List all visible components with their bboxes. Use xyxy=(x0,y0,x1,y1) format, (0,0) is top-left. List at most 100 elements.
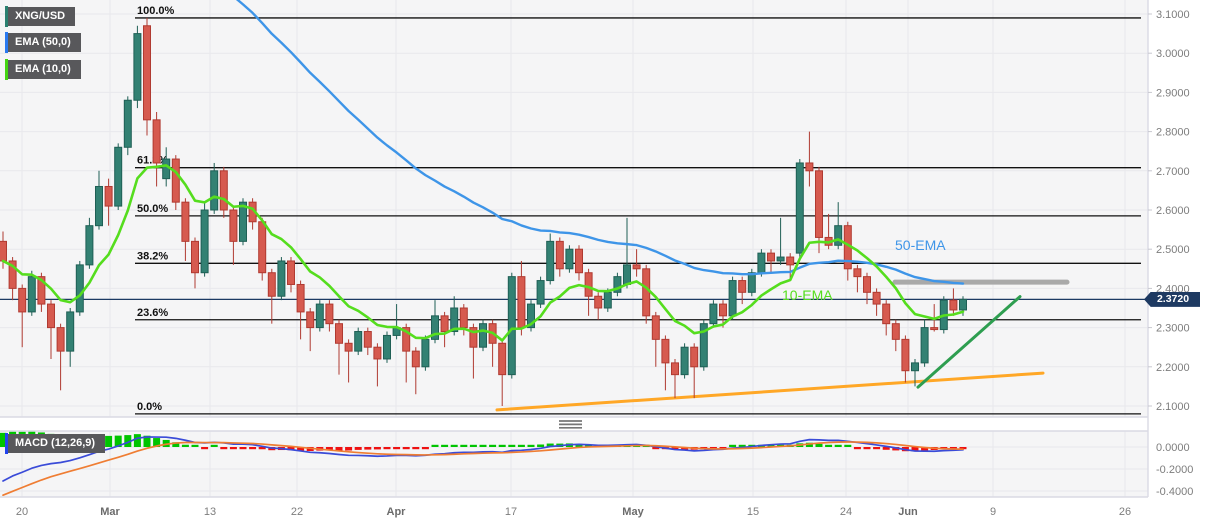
candle-body xyxy=(229,209,238,242)
price-axis[interactable]: 3.1000 3.0000 2.9000 2.8000 2.7000 2.6000 2.50… xyxy=(1148,9,1193,498)
hist-bar xyxy=(450,444,458,447)
candle-body xyxy=(459,307,468,329)
candle-body xyxy=(920,327,929,364)
candle-body xyxy=(95,185,103,227)
hist-bar xyxy=(469,444,477,447)
candle-body xyxy=(642,268,651,317)
macd-legend-badge[interactable]: MACD (12,26,9) xyxy=(5,433,106,454)
time-axis-label: Mar xyxy=(100,506,120,518)
panel-resize-handle[interactable] xyxy=(559,420,582,429)
hist-bar xyxy=(585,444,593,447)
candle-body xyxy=(786,256,795,266)
hist-bar xyxy=(834,444,842,447)
candle-body xyxy=(296,283,305,313)
candle-body xyxy=(47,303,55,329)
fib-label: 50.0% xyxy=(137,203,168,215)
hist-bar xyxy=(949,447,957,450)
price-axis-label: 2.3000 xyxy=(1156,323,1190,335)
hist-bar xyxy=(287,447,295,451)
hist-bar xyxy=(402,447,410,450)
candle-body xyxy=(949,299,958,311)
hist-bar xyxy=(517,444,525,447)
candle-body xyxy=(258,221,267,274)
candle-body xyxy=(8,260,17,289)
price-axis-label: 2.2000 xyxy=(1156,362,1190,374)
candle-body xyxy=(632,264,641,270)
candle-body xyxy=(373,346,382,360)
candle-body xyxy=(536,280,545,305)
ema10-legend-badge[interactable]: EMA (10,0) xyxy=(5,59,81,80)
hist-bar xyxy=(921,447,929,451)
candle-body xyxy=(565,248,574,270)
ema10-color-bar xyxy=(5,59,8,80)
hist-bar xyxy=(527,444,535,447)
fib-label: 23.6% xyxy=(137,307,168,319)
candle-body xyxy=(27,276,36,313)
candle-body xyxy=(498,342,507,376)
main-panel-bg xyxy=(0,0,1148,417)
hist-bar xyxy=(172,442,180,447)
time-axis-label: Apr xyxy=(387,506,407,518)
fib-label: 100.0% xyxy=(137,5,175,17)
candle-body xyxy=(671,362,679,376)
hist-bar xyxy=(537,444,545,447)
hist-bar xyxy=(508,444,516,447)
candle-body xyxy=(834,225,843,246)
candle-body xyxy=(0,240,7,262)
macd-color-bar xyxy=(5,433,8,454)
candle-body xyxy=(891,323,900,340)
hist-bar xyxy=(873,447,881,450)
hist-bar xyxy=(393,447,401,450)
main-panel: 100.0%61.8%50.0%38.2%23.6%0.0%50-EMA10-E… xyxy=(0,0,1146,415)
hist-bar xyxy=(335,447,343,451)
candle-body xyxy=(306,311,315,329)
candle-body xyxy=(680,346,689,376)
hist-bar xyxy=(297,447,305,451)
hist-bar xyxy=(498,444,506,447)
candle-body xyxy=(219,170,228,211)
macd-panel-bg xyxy=(0,431,1148,497)
time-axis-label: 22 xyxy=(291,506,303,518)
hist-bar xyxy=(911,447,919,452)
candle-body xyxy=(75,264,84,313)
time-axis[interactable]: 20 Mar 13 22 Apr 17 May 15 24 Jun 9 26 xyxy=(16,506,1131,518)
hist-bar xyxy=(105,435,113,447)
candle-body xyxy=(690,346,699,368)
fib-label: 38.2% xyxy=(137,250,168,262)
time-axis-label: May xyxy=(622,506,644,518)
time-axis-label: 26 xyxy=(1119,506,1131,518)
fib-levels: 100.0%61.8%50.0%38.2%23.6%0.0% xyxy=(135,5,1141,415)
candle-body xyxy=(872,291,881,305)
hist-bar xyxy=(354,447,362,450)
hist-bar xyxy=(220,447,228,450)
hist-bar xyxy=(201,447,209,450)
time-axis-label: 13 xyxy=(204,506,216,518)
candle-body xyxy=(930,327,939,331)
candle-body xyxy=(133,33,142,101)
candle-body xyxy=(191,240,199,274)
hist-bar xyxy=(738,444,746,447)
hist-bar xyxy=(853,447,861,450)
symbol-label: XNG/USD xyxy=(15,10,66,22)
candle-body xyxy=(747,272,756,293)
hist-bar xyxy=(863,447,871,450)
macd-axis-label: 0.0000 xyxy=(1156,442,1190,454)
candle-body xyxy=(402,327,411,352)
hist-bar xyxy=(153,438,161,447)
hist-bar xyxy=(729,444,737,447)
candle-body xyxy=(431,315,439,340)
hist-bar xyxy=(229,447,237,450)
candle-body xyxy=(603,291,612,309)
symbol-legend-badge[interactable]: XNG/USD xyxy=(5,6,76,27)
candle-body xyxy=(584,272,593,297)
hist-bar xyxy=(364,447,372,450)
price-axis-label: 3.1000 xyxy=(1156,9,1190,21)
candle-body xyxy=(911,362,919,372)
macd-label: MACD (12,26,9) xyxy=(15,437,96,449)
candle-body xyxy=(277,260,286,297)
ema50-legend-badge[interactable]: EMA (50,0) xyxy=(5,32,81,53)
time-axis-label: 17 xyxy=(505,506,517,518)
price-axis-label: 2.9000 xyxy=(1156,87,1190,99)
candle-body xyxy=(85,225,94,266)
